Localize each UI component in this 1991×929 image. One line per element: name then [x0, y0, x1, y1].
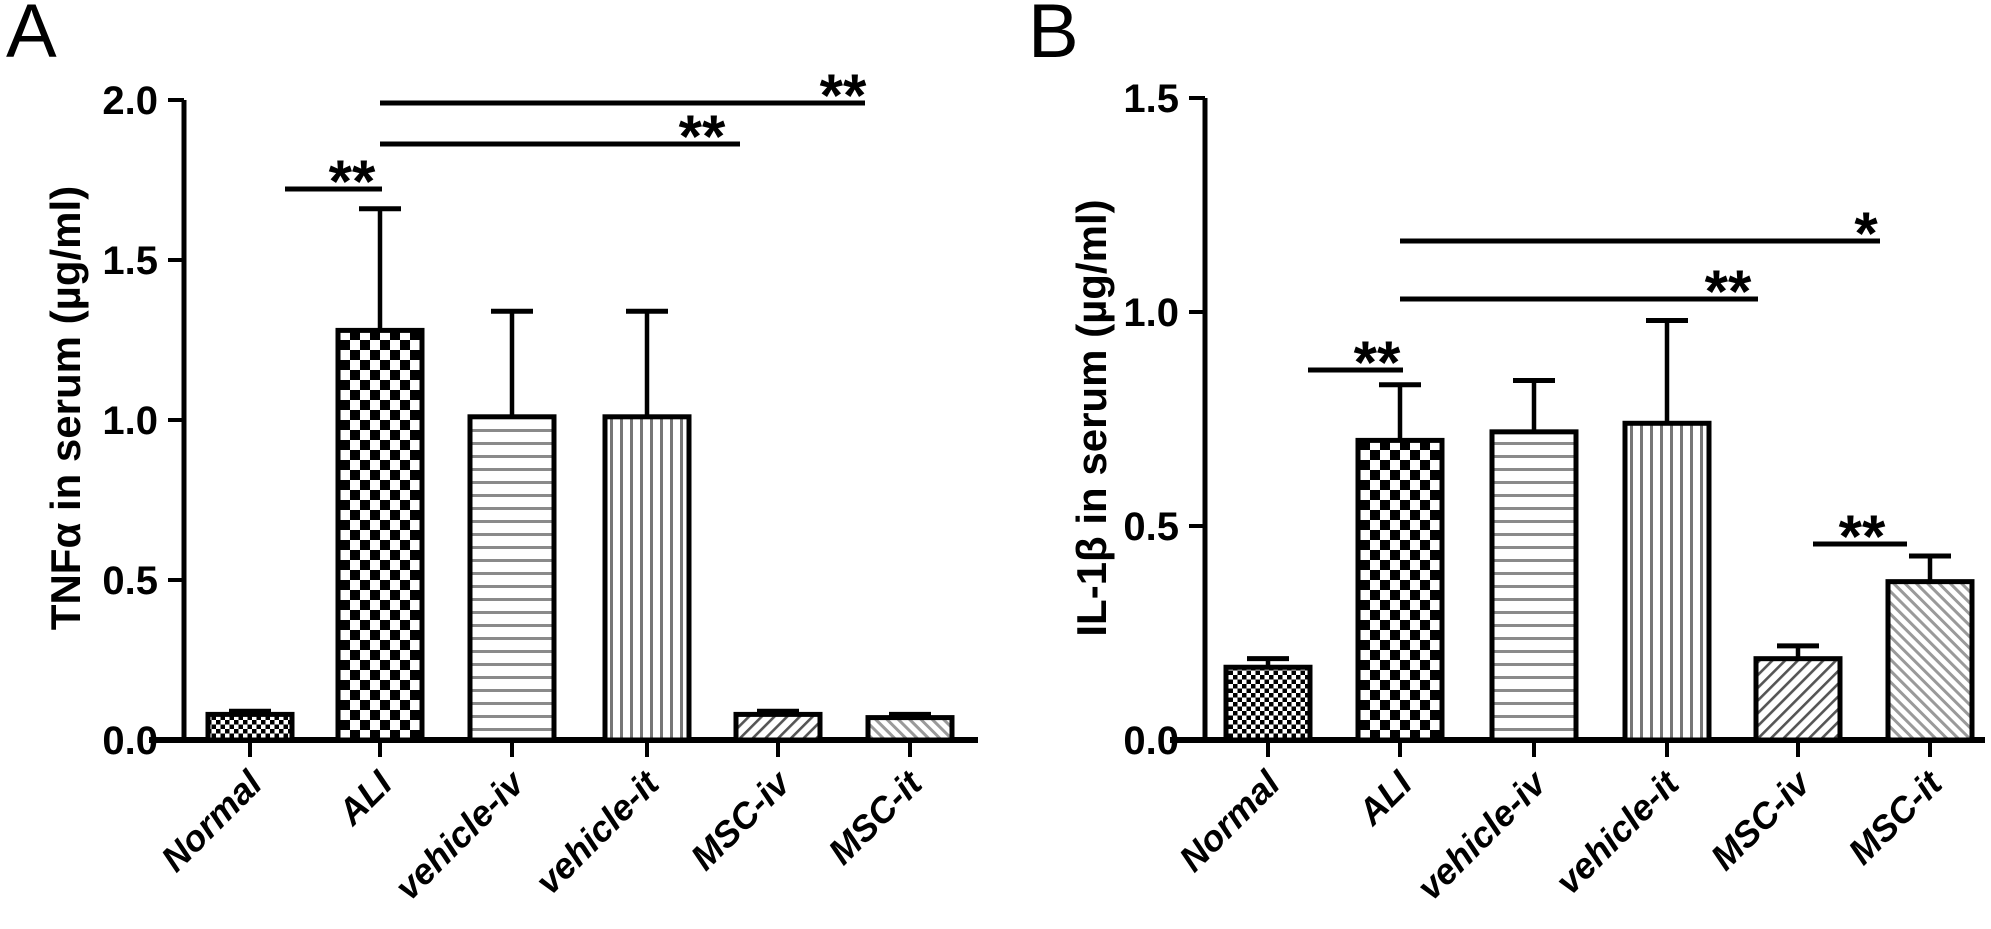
- panel-b-chart: 0.0 0.5 1.0 1.5 IL-1β in serum (µg/ml) Normal…: [1068, 77, 1985, 908]
- bar-MSC-iv: [733, 711, 823, 743]
- bar-MSC-it: [865, 715, 955, 743]
- x-category-label: ALI: [1349, 762, 1420, 833]
- x-category-label: vehicle-iv: [387, 761, 533, 907]
- sig-label-ALI-MSC-iv: **: [679, 103, 726, 170]
- panel-b-letter: B: [1028, 0, 1079, 74]
- bar-MSC-it: [1885, 579, 1975, 743]
- x-category-label: ALI: [329, 762, 400, 833]
- bar-MSC-iv: [1753, 656, 1843, 743]
- sig-label-MSC-iv-MSC-it: **: [1839, 503, 1886, 570]
- x-category-label: MSC-it: [1840, 761, 1951, 872]
- bar-ALI: [1355, 437, 1445, 743]
- bar-ALI: [335, 327, 425, 743]
- x-category-label: vehicle-it: [1547, 761, 1688, 902]
- x-category-label: MSC-it: [820, 761, 931, 872]
- y-tick-label: 0.5: [1123, 505, 1179, 549]
- sig-label-ALI-MSC-it: **: [820, 62, 867, 129]
- x-category-label: vehicle-it: [527, 761, 668, 902]
- y-tick-label: 1.0: [1123, 291, 1179, 335]
- charts-root: 0.0 0.5 1.0 1.5 2.0 TNFα in serum (µg/ml) Norm…: [42, 62, 1985, 908]
- y-tick-label: 1.5: [1123, 77, 1179, 121]
- y-tick-label: 0.5: [102, 559, 158, 603]
- x-category-label: Normal: [1171, 762, 1288, 879]
- sig-label-Normal-ALI: **: [329, 148, 376, 215]
- x-category-label: MSC-iv: [1702, 761, 1819, 878]
- x-category-label: Normal: [153, 762, 270, 879]
- bar-vehicle-it: [602, 414, 692, 743]
- bar-vehicle-it: [1622, 420, 1712, 743]
- y-axis-title: IL-1β in serum (µg/ml): [1068, 199, 1115, 636]
- y-tick-label: 1.5: [102, 239, 158, 283]
- bar-vehicle-iv: [1489, 429, 1579, 743]
- panel-a-chart: 0.0 0.5 1.0 1.5 2.0 TNFα in serum (µg/ml) Norm…: [42, 62, 978, 908]
- y-axis-title: TNFα in serum (µg/ml): [42, 186, 89, 630]
- y-tick-label: 0.0: [102, 719, 158, 763]
- x-category-label: MSC-iv: [682, 761, 799, 878]
- bar-vehicle-iv: [467, 414, 557, 743]
- sig-label-Normal-ALI: **: [1354, 329, 1401, 396]
- y-tick-label: 1.0: [102, 399, 158, 443]
- bar-Normal: [1223, 664, 1313, 743]
- sig-label-ALI-MSC-it: *: [1854, 200, 1878, 267]
- bar-Normal: [205, 711, 295, 743]
- panel-a-letter: A: [6, 0, 57, 74]
- y-tick-label: 2.0: [102, 79, 158, 123]
- sig-label-ALI-MSC-iv: **: [1705, 258, 1752, 325]
- x-category-label: vehicle-iv: [1409, 761, 1555, 907]
- y-tick-label: 0.0: [1123, 719, 1179, 763]
